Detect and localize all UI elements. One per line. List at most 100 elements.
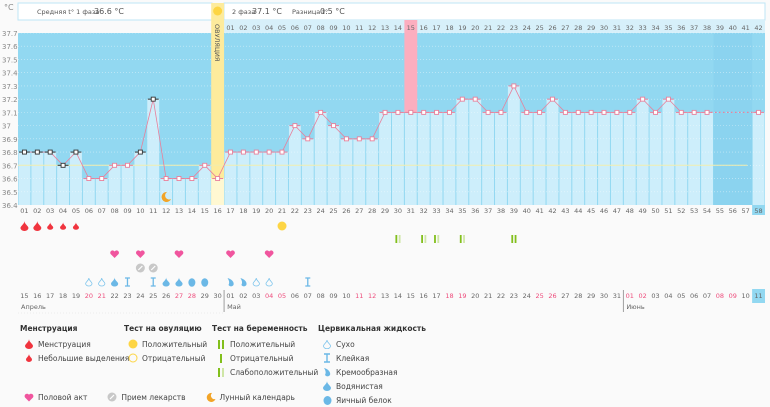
phase2-day-label: 42 [754,24,762,32]
calendar-date: 16 [420,292,428,300]
calendar-date: 02 [239,292,247,300]
cycle-day-label: 22 [291,207,299,215]
cycle-day-label: 32 [420,207,428,215]
phase2-day-label: 05 [278,24,286,32]
temperature-bar [95,178,108,205]
calendar-date: 23 [123,292,131,300]
phase2-day-label: 29 [587,24,595,32]
pregnancy-test-line [395,235,398,243]
phase2-day-label: 03 [252,24,260,32]
temperature-point [305,136,311,142]
sticky-icon [150,277,156,287]
y-tick-label: 36.6 [2,176,18,184]
phase2-day-label: 25 [535,24,543,32]
eggwhite-icon [318,395,336,405]
calendar-date: 06 [291,292,299,300]
cycle-day-label: 26 [342,207,350,215]
unit-label: °C [4,3,14,12]
calendar-date: 13 [381,292,389,300]
pill-icon [103,392,121,402]
calendar-date: 07 [703,292,711,300]
ovulation-column-low [211,178,225,205]
temperature-point [240,149,246,155]
cycle-day-label: 45 [587,207,595,215]
cycle-day-label: 34 [445,207,453,215]
calendar-date: 18 [59,292,67,300]
temperature-bar [121,165,134,205]
temperature-line-segment [500,85,515,113]
cycle-day-label: 28 [368,207,376,215]
cycle-day-label: 11 [149,207,157,215]
temperature-bar [443,112,456,205]
legend-cervical-watery: Водянистая [336,381,383,391]
calendar-date: 02 [639,292,647,300]
pill-icon-stripe [137,265,143,271]
temperature-bar [482,112,495,205]
y-tick-label: 37.2 [2,96,18,104]
temperature-bar [108,165,121,205]
temperature-point [73,149,79,155]
temperature-bar [623,112,636,205]
calendar-date: 12 [368,292,376,300]
phase2-day-label: 36 [677,24,685,32]
cycle-day-label: 41 [535,207,543,215]
cycle-day-label: 27 [355,207,363,215]
y-tick-label: 37 [2,123,11,131]
phase2-day-label: 38 [703,24,711,32]
blood-drop-icon [20,339,38,349]
watery-icon [110,277,119,287]
temperature-bar [250,152,263,205]
calendar-date: 14 [394,292,402,300]
calendar-date: 16 [33,292,41,300]
phase2-day-label: 39 [716,24,724,32]
legend-cervical-eggwhite: Яичный белок [336,395,392,405]
temperature-bar [392,112,404,205]
calendar-date: 22 [110,292,118,300]
cycle-day-label: 30 [394,207,402,215]
cycle-day-label: 56 [729,207,737,215]
calendar-date: 24 [523,292,531,300]
calendar-date: 04 [265,292,273,300]
temperature-line-segment [371,112,386,140]
temperature-point [562,109,568,115]
y-tick-label: 37.3 [2,83,18,91]
temperature-point [163,176,169,181]
watery-icon [175,277,183,287]
phase2-day-label: 08 [317,24,325,32]
cycle-day-label: 54 [703,207,711,215]
calendar-date: 08 [716,292,724,300]
cycle-day-label: 01 [20,207,28,215]
eggwhite-icon [201,278,209,287]
temperature-point [343,136,349,142]
cycle-day-label: 05 [72,207,80,215]
y-tick-label: 37.4 [2,70,18,78]
phase2-day-label: 15 [407,24,415,32]
calendar-date: 26 [548,292,556,300]
temperature-bar [366,138,379,205]
cycle-day-label: 53 [690,207,698,215]
cycle-day-label: 04 [59,207,67,215]
y-tick-label: 37.1 [2,109,18,117]
pregnancy-weak-icon [398,235,401,243]
calendar-date: 26 [162,292,170,300]
temperature-bar [701,112,713,205]
temperature-bar [404,112,417,205]
phase2-day-label: 09 [329,24,337,32]
legend-cervical-sticky: Клейкая [336,353,370,363]
calendar-date: 27 [175,292,183,300]
pregnancy-weak-icon [424,235,427,243]
pregnancy-test-line [434,235,436,243]
temperature-point [691,109,697,115]
phase2-day-label: 28 [574,24,582,32]
phase2-day-label: 18 [445,24,453,32]
temperature-bar [160,178,173,205]
temperature-point [137,149,143,155]
cycle-day-label: 35 [458,207,466,215]
pregnancy-weak-icon [437,235,440,243]
cycle-day-label: 52 [677,207,685,215]
temperature-point [640,96,646,102]
ovulation-column [211,3,225,205]
phase2-day-label: 07 [304,24,312,32]
calendar-date: 19 [72,292,80,300]
temperature-point [395,109,401,115]
